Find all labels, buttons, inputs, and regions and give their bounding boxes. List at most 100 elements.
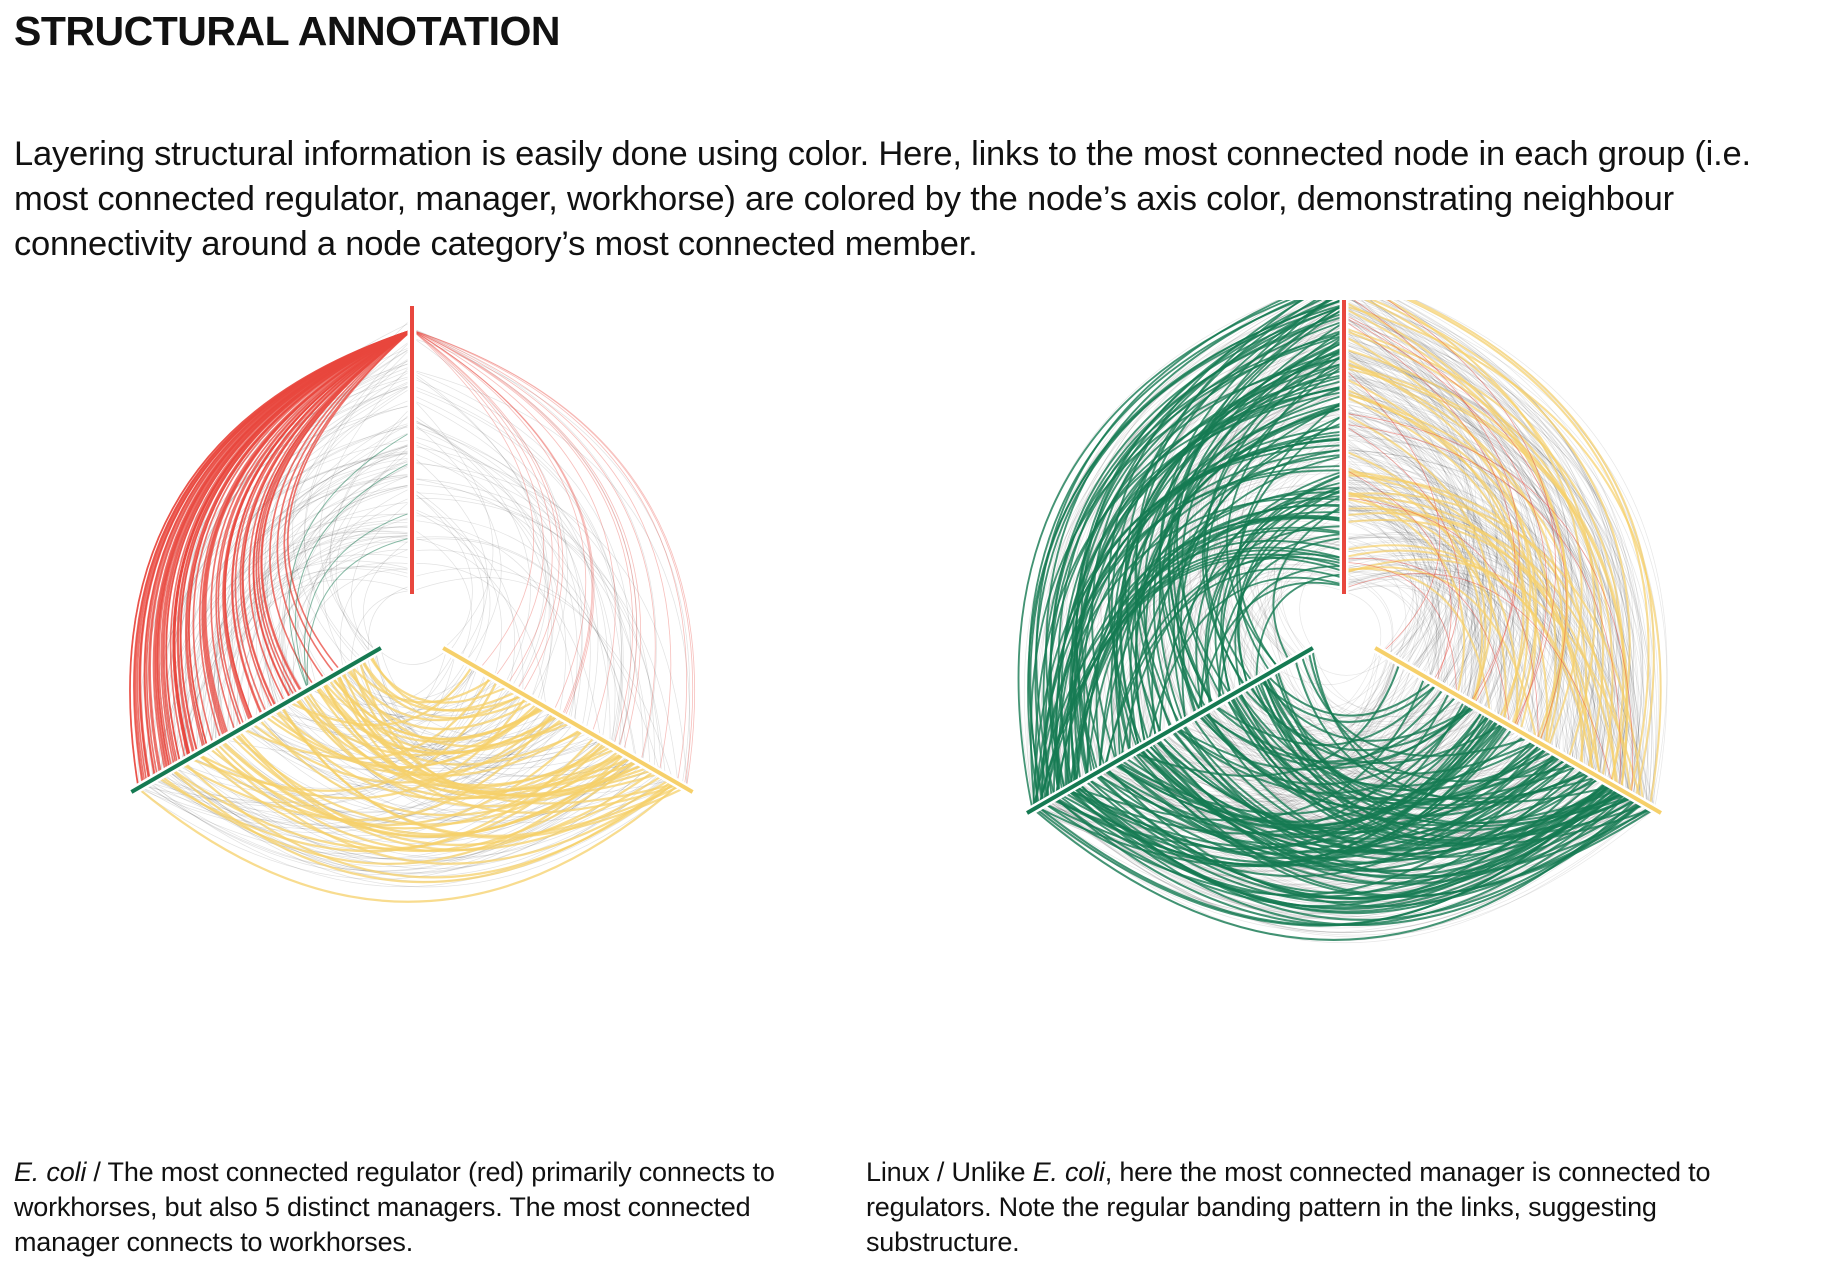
gray-link	[411, 420, 609, 740]
gray-link	[368, 585, 413, 655]
gray-link	[1343, 409, 1470, 687]
gray-link	[1343, 484, 1440, 677]
gray-link	[411, 371, 546, 688]
manager-link	[1154, 738, 1621, 872]
gray-link	[1343, 334, 1545, 730]
gray-link	[1367, 300, 1549, 725]
workhorse-link	[313, 685, 560, 755]
regulator-link	[411, 329, 688, 784]
workhorse-axis	[442, 646, 694, 794]
workhorse-link	[211, 744, 677, 865]
regulator-link	[411, 329, 616, 734]
gray-link	[1162, 377, 1345, 724]
workhorse-link	[1343, 377, 1525, 722]
gray-link	[1343, 393, 1481, 692]
gray-link	[1343, 581, 1440, 686]
gray-link	[411, 528, 472, 659]
manager-link	[1229, 694, 1633, 845]
gray-link	[1343, 466, 1504, 719]
gray-link	[1384, 300, 1536, 712]
ecoli-hive-plot-panel	[60, 300, 780, 1080]
gray-link	[1343, 374, 1657, 809]
gray-link	[1343, 487, 1477, 703]
gray-link	[411, 507, 516, 687]
manager-link	[1255, 573, 1345, 681]
regulator-link	[276, 329, 413, 681]
regulator-link	[411, 329, 594, 718]
regulator-link	[411, 329, 553, 686]
gray-link	[1343, 489, 1478, 704]
gray-link	[266, 387, 413, 700]
regulator-link	[1343, 314, 1567, 743]
workhorse-link	[1343, 507, 1601, 778]
gray-link	[1343, 564, 1544, 745]
regulator-link	[1343, 424, 1460, 682]
gray-link	[1343, 510, 1467, 699]
gray-link	[411, 536, 636, 759]
regulator-link	[217, 329, 413, 727]
gray-link	[1343, 572, 1394, 657]
gray-link	[1343, 458, 1438, 671]
gray-link	[1055, 796, 1650, 936]
manager-link	[1077, 782, 1644, 921]
gray-link	[1343, 422, 1441, 666]
gray-link	[214, 536, 413, 745]
gray-link	[1343, 325, 1539, 725]
gray-link	[306, 487, 413, 686]
gray-link	[1343, 511, 1437, 679]
gray-link	[411, 461, 644, 764]
gray-link	[411, 510, 502, 678]
gray-link	[1343, 303, 1631, 786]
gray-link	[1364, 300, 1612, 772]
workhorse-link	[170, 768, 674, 884]
gray-link	[303, 496, 413, 689]
gray-link	[1343, 480, 1423, 663]
gray-link	[1343, 336, 1619, 782]
gray-link	[1343, 495, 1440, 679]
workhorse-link	[295, 695, 627, 800]
gray-link	[293, 516, 413, 698]
workhorse-link	[1343, 471, 1549, 747]
link-layer	[1017, 300, 1668, 944]
manager-link	[1041, 438, 1345, 805]
gray-link	[330, 406, 413, 652]
gray-link	[179, 759, 638, 860]
regulator-link	[411, 329, 545, 678]
manager-link	[1034, 386, 1345, 808]
gray-link	[1343, 314, 1475, 671]
gray-link	[136, 756, 633, 880]
gray-link	[247, 485, 413, 724]
regulator-link	[411, 329, 534, 670]
gray-link	[1343, 376, 1541, 734]
gray-link	[411, 399, 583, 720]
gray-link	[1343, 468, 1503, 719]
gray-link	[1378, 300, 1565, 736]
gray-link	[297, 462, 413, 689]
manager-link	[1171, 728, 1616, 861]
gray-link	[411, 497, 679, 784]
gray-link	[1343, 369, 1535, 728]
workhorse-link	[137, 783, 680, 903]
gray-link	[1343, 519, 1587, 770]
gray-link	[1343, 371, 1446, 659]
regulator-link	[210, 329, 413, 733]
gray-link	[1343, 303, 1476, 669]
manager-link	[1255, 680, 1590, 810]
gray-link	[411, 377, 622, 745]
manager-link	[1017, 300, 1292, 811]
gray-link	[411, 567, 661, 774]
workhorse-link	[345, 667, 524, 722]
gray-link	[1019, 300, 1280, 809]
gray-link	[1343, 578, 1431, 680]
ecoli-caption-species: E. coli	[14, 1157, 87, 1187]
gray-link	[1350, 300, 1562, 736]
gray-link	[1414, 300, 1668, 808]
gray-link	[1256, 431, 1345, 661]
gray-link	[411, 420, 591, 729]
manager-link	[1110, 406, 1345, 762]
gray-link	[1343, 466, 1424, 662]
gray-link	[1343, 397, 1565, 753]
manager-link	[1265, 674, 1537, 775]
gray-link	[411, 483, 651, 768]
gray-link	[1343, 381, 1459, 672]
